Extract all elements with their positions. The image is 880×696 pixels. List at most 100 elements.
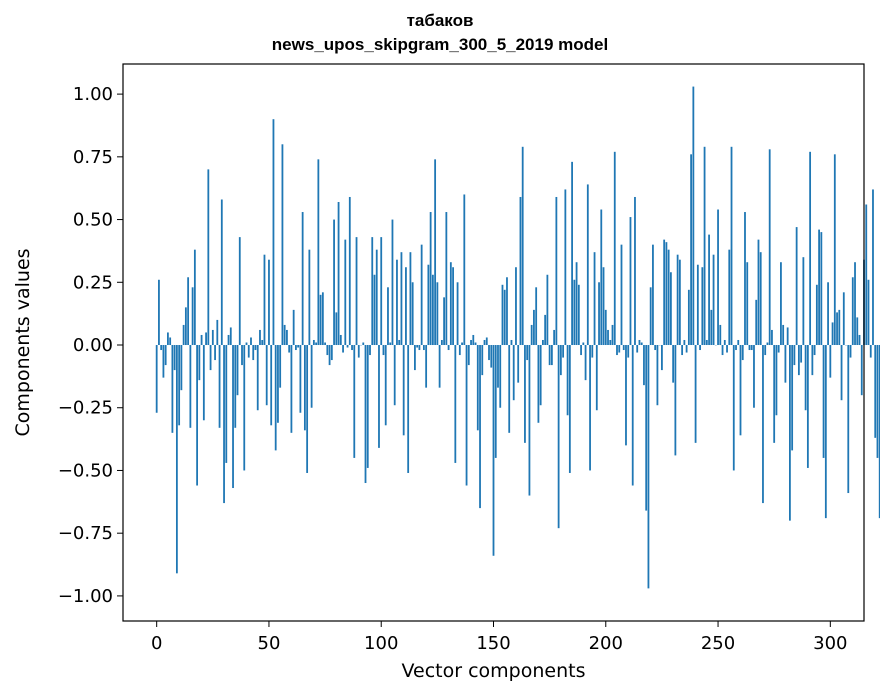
x-tick-label: 200 xyxy=(589,633,623,654)
bar xyxy=(333,219,335,346)
bar xyxy=(840,345,843,401)
bar xyxy=(755,299,758,346)
bar xyxy=(517,345,520,383)
bar xyxy=(557,345,560,529)
bar xyxy=(847,345,850,494)
bar xyxy=(681,345,684,356)
bar xyxy=(636,345,639,353)
bar xyxy=(355,237,358,346)
bar xyxy=(550,345,553,366)
bar xyxy=(180,345,183,391)
x-tick-label: 100 xyxy=(364,633,398,654)
bar xyxy=(290,345,293,433)
bar xyxy=(380,237,383,346)
bar xyxy=(218,345,221,428)
bar xyxy=(184,307,187,346)
bar xyxy=(472,334,475,346)
bar xyxy=(568,345,571,473)
bar xyxy=(775,345,778,416)
bar xyxy=(238,237,241,346)
bar xyxy=(479,345,481,509)
bar xyxy=(661,345,663,371)
bar xyxy=(842,292,845,346)
x-tick-label: 0 xyxy=(151,633,162,654)
bar xyxy=(465,345,468,486)
bar xyxy=(263,254,266,345)
bar xyxy=(582,342,585,346)
bar xyxy=(818,229,820,345)
bar xyxy=(416,345,419,348)
bar xyxy=(378,345,380,448)
bar xyxy=(521,146,524,346)
bar xyxy=(301,212,304,346)
bar xyxy=(499,345,502,408)
bar xyxy=(544,314,547,346)
bar xyxy=(813,345,816,356)
bar xyxy=(297,345,300,348)
bar xyxy=(759,252,762,346)
bar xyxy=(687,289,690,346)
bar xyxy=(510,339,513,346)
bar xyxy=(292,309,295,346)
bar xyxy=(872,189,874,346)
bar xyxy=(620,244,623,346)
y-tick-label: 0.50 xyxy=(73,210,113,231)
bar xyxy=(831,322,834,346)
bar xyxy=(593,252,596,346)
x-axis-ticks: 0 50 100 150 200 250 300 xyxy=(151,621,847,654)
bar xyxy=(229,327,232,346)
bar xyxy=(436,282,439,346)
bar xyxy=(414,345,416,371)
y-tick-label: −0.75 xyxy=(58,523,113,544)
bar xyxy=(737,339,740,346)
bar xyxy=(162,345,165,378)
bar xyxy=(678,259,681,346)
bar xyxy=(512,345,515,401)
bar xyxy=(515,267,517,346)
bar xyxy=(373,274,376,346)
bar xyxy=(804,345,807,411)
bar xyxy=(243,345,246,471)
bar xyxy=(712,254,715,345)
bar xyxy=(663,239,666,346)
y-axis-ticks: −1.00 −0.75 −0.50 −0.25 0.00 0.25 0.50 0.75 1.00 xyxy=(58,84,123,607)
bar xyxy=(220,199,223,346)
bar xyxy=(375,249,378,346)
bar xyxy=(324,342,326,346)
bar xyxy=(274,345,277,451)
bar xyxy=(710,309,713,346)
bar xyxy=(764,345,767,356)
bar xyxy=(577,284,580,346)
bar xyxy=(564,189,567,346)
bar xyxy=(393,345,396,406)
bar xyxy=(396,259,398,346)
bar xyxy=(649,287,652,346)
bar xyxy=(214,345,216,361)
bar xyxy=(519,196,522,346)
bar xyxy=(643,345,645,386)
bar xyxy=(319,294,322,346)
bar xyxy=(449,262,452,346)
bar xyxy=(506,277,508,346)
bar xyxy=(494,345,497,458)
bar xyxy=(398,339,401,346)
bar xyxy=(440,339,443,346)
y-tick-label: 0.75 xyxy=(73,147,113,168)
bar xyxy=(719,324,722,346)
bar xyxy=(741,345,744,361)
bar xyxy=(234,345,237,428)
bar xyxy=(548,345,551,366)
bar xyxy=(757,239,760,346)
bar xyxy=(223,345,225,504)
bar xyxy=(481,345,484,376)
bar xyxy=(732,345,735,471)
bar xyxy=(182,324,185,346)
bar xyxy=(739,345,742,436)
bar xyxy=(250,337,252,346)
bar xyxy=(490,345,493,368)
bar xyxy=(717,209,719,346)
bar xyxy=(216,319,219,346)
bar xyxy=(409,252,412,346)
bar xyxy=(838,309,841,346)
bar xyxy=(268,259,270,346)
